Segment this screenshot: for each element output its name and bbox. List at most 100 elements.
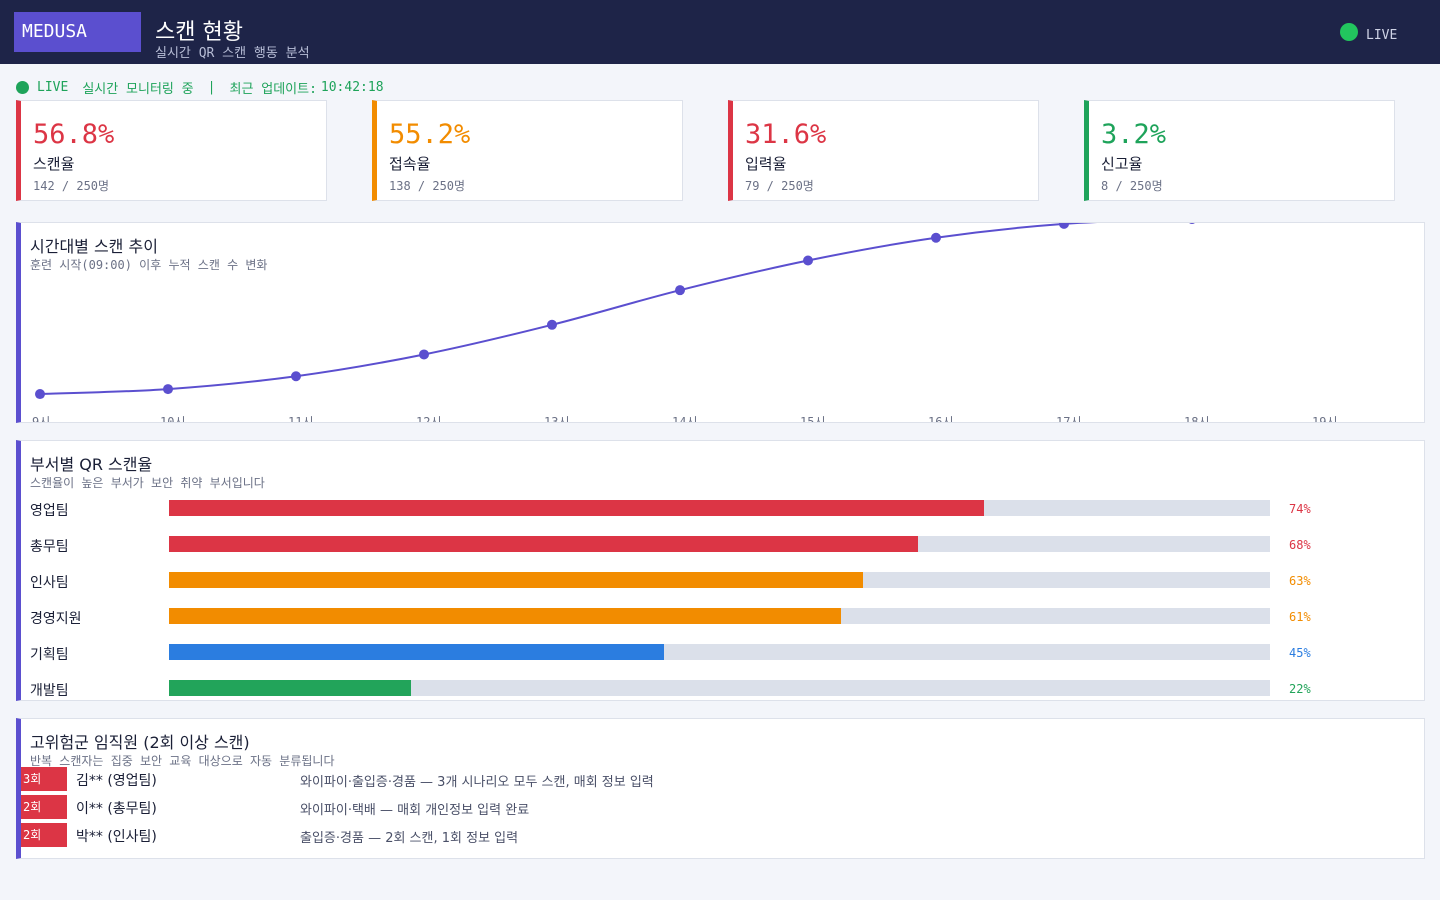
stat-count: 8 / 250명 [1101, 179, 1163, 193]
scan-count-badge: 3회 [21, 767, 67, 791]
department-row[interactable]: 인사팀 63% [30, 572, 1420, 591]
stat-count: 79 / 250명 [745, 179, 814, 193]
data-point[interactable] [1059, 223, 1069, 229]
department-panel: 부서별 QR 스캔율 스캔율이 높은 부서가 보안 취약 부서입니다 영업팀 74… [16, 440, 1425, 701]
x-tick-label: 15시 [800, 415, 826, 422]
stat-value: 3.2% [1101, 119, 1167, 150]
department-name: 총무팀 [30, 539, 69, 555]
department-bar-track [169, 536, 1270, 552]
employee-name: 이** (총무팀) [76, 801, 157, 817]
department-bar-track [169, 608, 1270, 624]
live-indicator-icon [1340, 23, 1358, 41]
data-point[interactable] [931, 232, 941, 243]
x-tick-label: 18시 [1184, 415, 1210, 422]
x-tick-label: 19시 [1312, 415, 1338, 422]
live-label: LIVE [1366, 28, 1398, 43]
department-name: 기획팀 [30, 647, 69, 663]
department-bar-track [169, 500, 1270, 516]
risk-row[interactable]: 3회 김** (영업팀) 와이파이·출입증·경품 — 3개 시나리오 모두 스캔… [21, 767, 1421, 791]
data-point[interactable] [35, 389, 45, 400]
top-bar: MEDUSA 스캔 현황 실시간 QR 스캔 행동 분석 LIVE [0, 0, 1440, 64]
stat-card-access[interactable]: 55.2% 접속율 138 / 250명 [372, 100, 683, 201]
department-row[interactable]: 개발팀 22% [30, 680, 1420, 699]
status-updated-time: 10:42:18 [320, 80, 384, 95]
data-point[interactable] [675, 285, 685, 296]
status-updated-label: 최근 업데이트: [229, 82, 317, 97]
department-bar-fill [169, 680, 412, 696]
department-name: 영업팀 [30, 503, 69, 519]
stat-card-input[interactable]: 31.6% 입력율 79 / 250명 [728, 100, 1039, 201]
timeline-subtitle: 훈련 시작(09:00) 이후 누적 스캔 수 변화 [30, 258, 268, 272]
stat-count: 142 / 250명 [33, 179, 110, 193]
stat-value: 55.2% [389, 119, 471, 150]
x-tick-label: 9시 [32, 415, 50, 422]
stat-count: 138 / 250명 [389, 179, 466, 193]
stat-label: 스캔율 [33, 155, 75, 173]
data-point[interactable] [419, 349, 429, 360]
data-point[interactable] [291, 371, 301, 382]
app-logo[interactable]: MEDUSA [14, 12, 141, 52]
department-bar-fill [169, 572, 863, 588]
employee-name: 박** (인사팀) [76, 829, 157, 845]
status-monitoring: 실시간 모니터링 중 [82, 82, 194, 97]
department-row[interactable]: 총무팀 68% [30, 536, 1420, 555]
department-title: 부서별 QR 스캔율 [30, 455, 153, 474]
stat-value: 56.8% [33, 119, 115, 150]
department-name: 경영지원 [30, 611, 82, 627]
data-point[interactable] [1187, 223, 1197, 224]
department-bar-track [169, 572, 1270, 588]
risk-subtitle: 반복 스캔자는 집중 보안 교육 대상으로 자동 분류됩니다 [30, 754, 335, 768]
department-percent: 22% [1289, 682, 1311, 696]
department-name: 인사팀 [30, 575, 69, 591]
department-percent: 68% [1289, 538, 1311, 552]
stat-card-report[interactable]: 3.2% 신고율 8 / 250명 [1084, 100, 1395, 201]
department-bar-fill [169, 536, 918, 552]
department-percent: 74% [1289, 502, 1311, 516]
x-tick-label: 17시 [1056, 415, 1082, 422]
status-separator: | [207, 80, 216, 95]
stat-value: 31.6% [745, 119, 827, 150]
risk-title: 고위험군 임직원 (2회 이상 스캔) [30, 733, 250, 752]
data-point[interactable] [547, 319, 557, 330]
risk-panel: 고위험군 임직원 (2회 이상 스캔) 반복 스캔자는 집중 보안 교육 대상으… [16, 718, 1425, 859]
timeline-panel: 9시 10시 11시 12시 13시 14시 15시 16시 17시 18시 19시 시간대별 스캔… [16, 222, 1425, 423]
x-tick-label: 16시 [928, 415, 954, 422]
department-bar-fill [169, 644, 665, 660]
department-bar-fill [169, 608, 841, 624]
stat-label: 입력율 [745, 155, 787, 173]
series-line [39, 223, 1096, 396]
x-tick-label: 11시 [288, 415, 314, 422]
x-tick-label: 10시 [160, 415, 186, 422]
data-point[interactable] [163, 384, 173, 395]
department-bar-fill [169, 500, 984, 516]
x-tick-label: 12시 [416, 415, 442, 422]
department-percent: 45% [1289, 646, 1311, 660]
risk-description: 출입증·경품 — 2회 스캔, 1회 정보 입력 [300, 831, 519, 846]
status-line: LIVE 실시간 모니터링 중 | 최근 업데이트: 10:42:18 [16, 78, 384, 97]
risk-description: 와이파이·출입증·경품 — 3개 시나리오 모두 스캔, 매회 정보 입력 [300, 775, 654, 790]
scan-count-badge: 2회 [21, 795, 67, 819]
timeline-chart: 9시 10시 11시 12시 13시 14시 15시 16시 17시 18시 19시 [32, 223, 1338, 422]
department-row[interactable]: 경영지원 61% [30, 608, 1420, 627]
status-live: LIVE [37, 80, 69, 95]
department-bar-track [169, 644, 1270, 660]
risk-row[interactable]: 2회 박** (인사팀) 출입증·경품 — 2회 스캔, 1회 정보 입력 [21, 823, 1421, 847]
department-percent: 61% [1289, 610, 1311, 624]
timeline-title: 시간대별 스캔 추이 [30, 237, 158, 256]
department-row[interactable]: 영업팀 74% [30, 500, 1420, 519]
department-name: 개발팀 [30, 683, 69, 699]
data-point[interactable] [803, 255, 813, 266]
scan-count-badge: 2회 [21, 823, 67, 847]
page-title: 스캔 현황 [155, 20, 243, 45]
stat-label: 접속율 [389, 155, 431, 173]
page-subtitle: 실시간 QR 스캔 행동 분석 [155, 46, 310, 61]
department-row[interactable]: 기획팀 45% [30, 644, 1420, 663]
stat-card-scan[interactable]: 56.8% 스캔율 142 / 250명 [16, 100, 327, 201]
department-subtitle: 스캔율이 높은 부서가 보안 취약 부서입니다 [30, 476, 265, 490]
x-tick-label: 13시 [544, 415, 570, 422]
x-tick-label: 14시 [672, 415, 698, 422]
risk-row[interactable]: 2회 이** (총무팀) 와이파이·택배 — 매회 개인정보 입력 완료 [21, 795, 1421, 819]
risk-description: 와이파이·택배 — 매회 개인정보 입력 완료 [300, 803, 530, 818]
stat-label: 신고율 [1101, 155, 1143, 173]
employee-name: 김** (영업팀) [76, 773, 157, 789]
